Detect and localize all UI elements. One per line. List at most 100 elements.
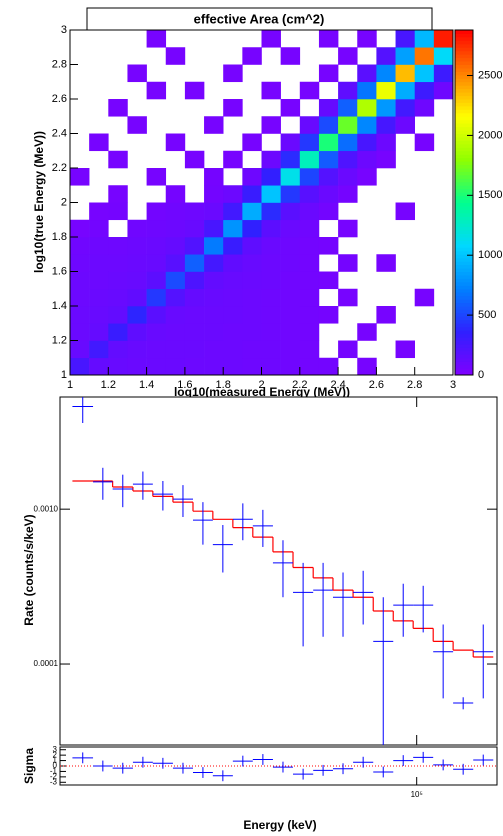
color-bar-step xyxy=(455,105,473,110)
color-bar-step xyxy=(455,54,473,59)
color-bar-step xyxy=(455,271,473,276)
heatmap-cell xyxy=(70,151,89,169)
y-tick-label: 2.6 xyxy=(52,93,67,105)
color-bar-step xyxy=(455,168,473,172)
heatmap-cell xyxy=(415,220,434,238)
heatmap-cell xyxy=(242,30,261,48)
heatmap-cell xyxy=(415,203,434,221)
heatmap-cell xyxy=(89,323,109,341)
heatmap-cell xyxy=(299,357,320,376)
color-bar-step xyxy=(455,164,473,169)
heatmap-cell xyxy=(318,168,339,186)
heatmap-cell xyxy=(299,219,320,238)
heatmap-cell xyxy=(127,168,146,186)
heatmap-cell xyxy=(204,271,224,290)
heatmap-cell xyxy=(89,185,108,203)
heatmap-cell xyxy=(376,168,395,186)
heatmap-cell xyxy=(376,237,395,255)
x-tick-label: 10⁵ xyxy=(411,790,423,799)
heatmap-cell xyxy=(357,185,376,203)
color-bar-step xyxy=(455,368,473,373)
heatmap-cell xyxy=(70,254,90,272)
color-bar-step xyxy=(455,285,473,290)
color-bar-step xyxy=(455,102,473,107)
heatmap-cell xyxy=(184,323,205,341)
heatmap-cell xyxy=(223,150,243,169)
heatmap-cell xyxy=(108,220,127,238)
heatmap-cell xyxy=(262,99,281,117)
heatmap-cell xyxy=(299,185,320,203)
heatmap-cell xyxy=(70,185,89,203)
color-bar-step xyxy=(455,237,473,241)
heatmap-cell xyxy=(357,341,376,359)
heatmap-cell xyxy=(261,271,281,290)
heatmap-cell xyxy=(434,185,453,203)
heatmap-cell xyxy=(223,82,242,100)
heatmap-cell xyxy=(434,203,453,221)
heatmap-cell xyxy=(70,30,89,48)
heatmap-cell xyxy=(434,358,453,376)
color-bar xyxy=(455,30,473,376)
heatmap-cell xyxy=(127,30,146,48)
heatmap-cell xyxy=(204,65,223,83)
heatmap-cell xyxy=(89,271,109,290)
heatmap-cell xyxy=(434,323,453,341)
heatmap-cell xyxy=(376,220,395,238)
y-tick-label: 1.2 xyxy=(52,334,67,346)
heatmap-cell xyxy=(70,203,89,221)
plot-frame xyxy=(59,746,498,786)
heatmap-cell xyxy=(396,323,415,341)
heatmap-cell xyxy=(261,288,281,307)
heatmap-cell xyxy=(396,289,415,307)
heatmap-cell xyxy=(165,323,186,341)
heatmap-cell xyxy=(242,340,262,359)
heatmap-cell xyxy=(184,202,205,221)
heatmap-cell xyxy=(262,65,281,83)
color-bar-step xyxy=(455,233,473,238)
heatmap-cell xyxy=(319,47,338,65)
heatmap-cell xyxy=(338,358,357,376)
x-tick-label: 3 xyxy=(450,379,456,391)
heatmap-cell xyxy=(89,82,108,100)
y-tick-label: -3 xyxy=(50,777,58,786)
heatmap-cell xyxy=(414,288,435,307)
color-bar-step xyxy=(455,119,473,124)
y-tick-label: 1.6 xyxy=(52,265,67,277)
heatmap-cell xyxy=(108,47,127,65)
heatmap-cell xyxy=(242,116,261,134)
heatmap-cell xyxy=(146,168,167,186)
heatmap-cell xyxy=(89,357,109,376)
heatmap-cell xyxy=(127,357,147,376)
heatmap-cell xyxy=(299,81,320,100)
heatmap-cell xyxy=(299,150,320,169)
color-bar-step xyxy=(455,126,473,131)
x-tick-label: 2.6 xyxy=(369,379,384,391)
heatmap-cell xyxy=(415,116,434,134)
color-bar-step xyxy=(455,306,473,310)
color-bar-step xyxy=(455,174,473,179)
heatmap-cell xyxy=(204,168,224,186)
heatmap-cell xyxy=(223,64,243,83)
x-axis-label: Energy (keV) xyxy=(243,818,316,832)
heatmap-cell xyxy=(280,323,301,341)
heatmap-cell xyxy=(146,219,167,238)
color-bar-step xyxy=(455,209,473,214)
heatmap-cell xyxy=(319,82,338,100)
heatmap-cell xyxy=(261,202,281,221)
color-bar-step xyxy=(455,88,473,93)
heatmap-cell xyxy=(280,288,301,307)
color-bar-step xyxy=(455,223,473,228)
heatmap-cell xyxy=(165,254,186,272)
y-tick-label: 2 xyxy=(53,750,58,759)
heatmap-cell xyxy=(166,151,185,169)
heatmap-cell xyxy=(127,254,147,272)
heatmap-cell xyxy=(70,323,90,341)
heatmap-cell xyxy=(433,47,454,65)
heatmap-cell xyxy=(415,185,434,203)
plot-content xyxy=(72,397,494,745)
color-bar-step xyxy=(455,212,473,217)
heatmap-cell xyxy=(223,30,242,48)
color-bar-step xyxy=(455,226,473,231)
heatmap-cell xyxy=(299,133,320,152)
heatmap-cell xyxy=(70,116,89,134)
